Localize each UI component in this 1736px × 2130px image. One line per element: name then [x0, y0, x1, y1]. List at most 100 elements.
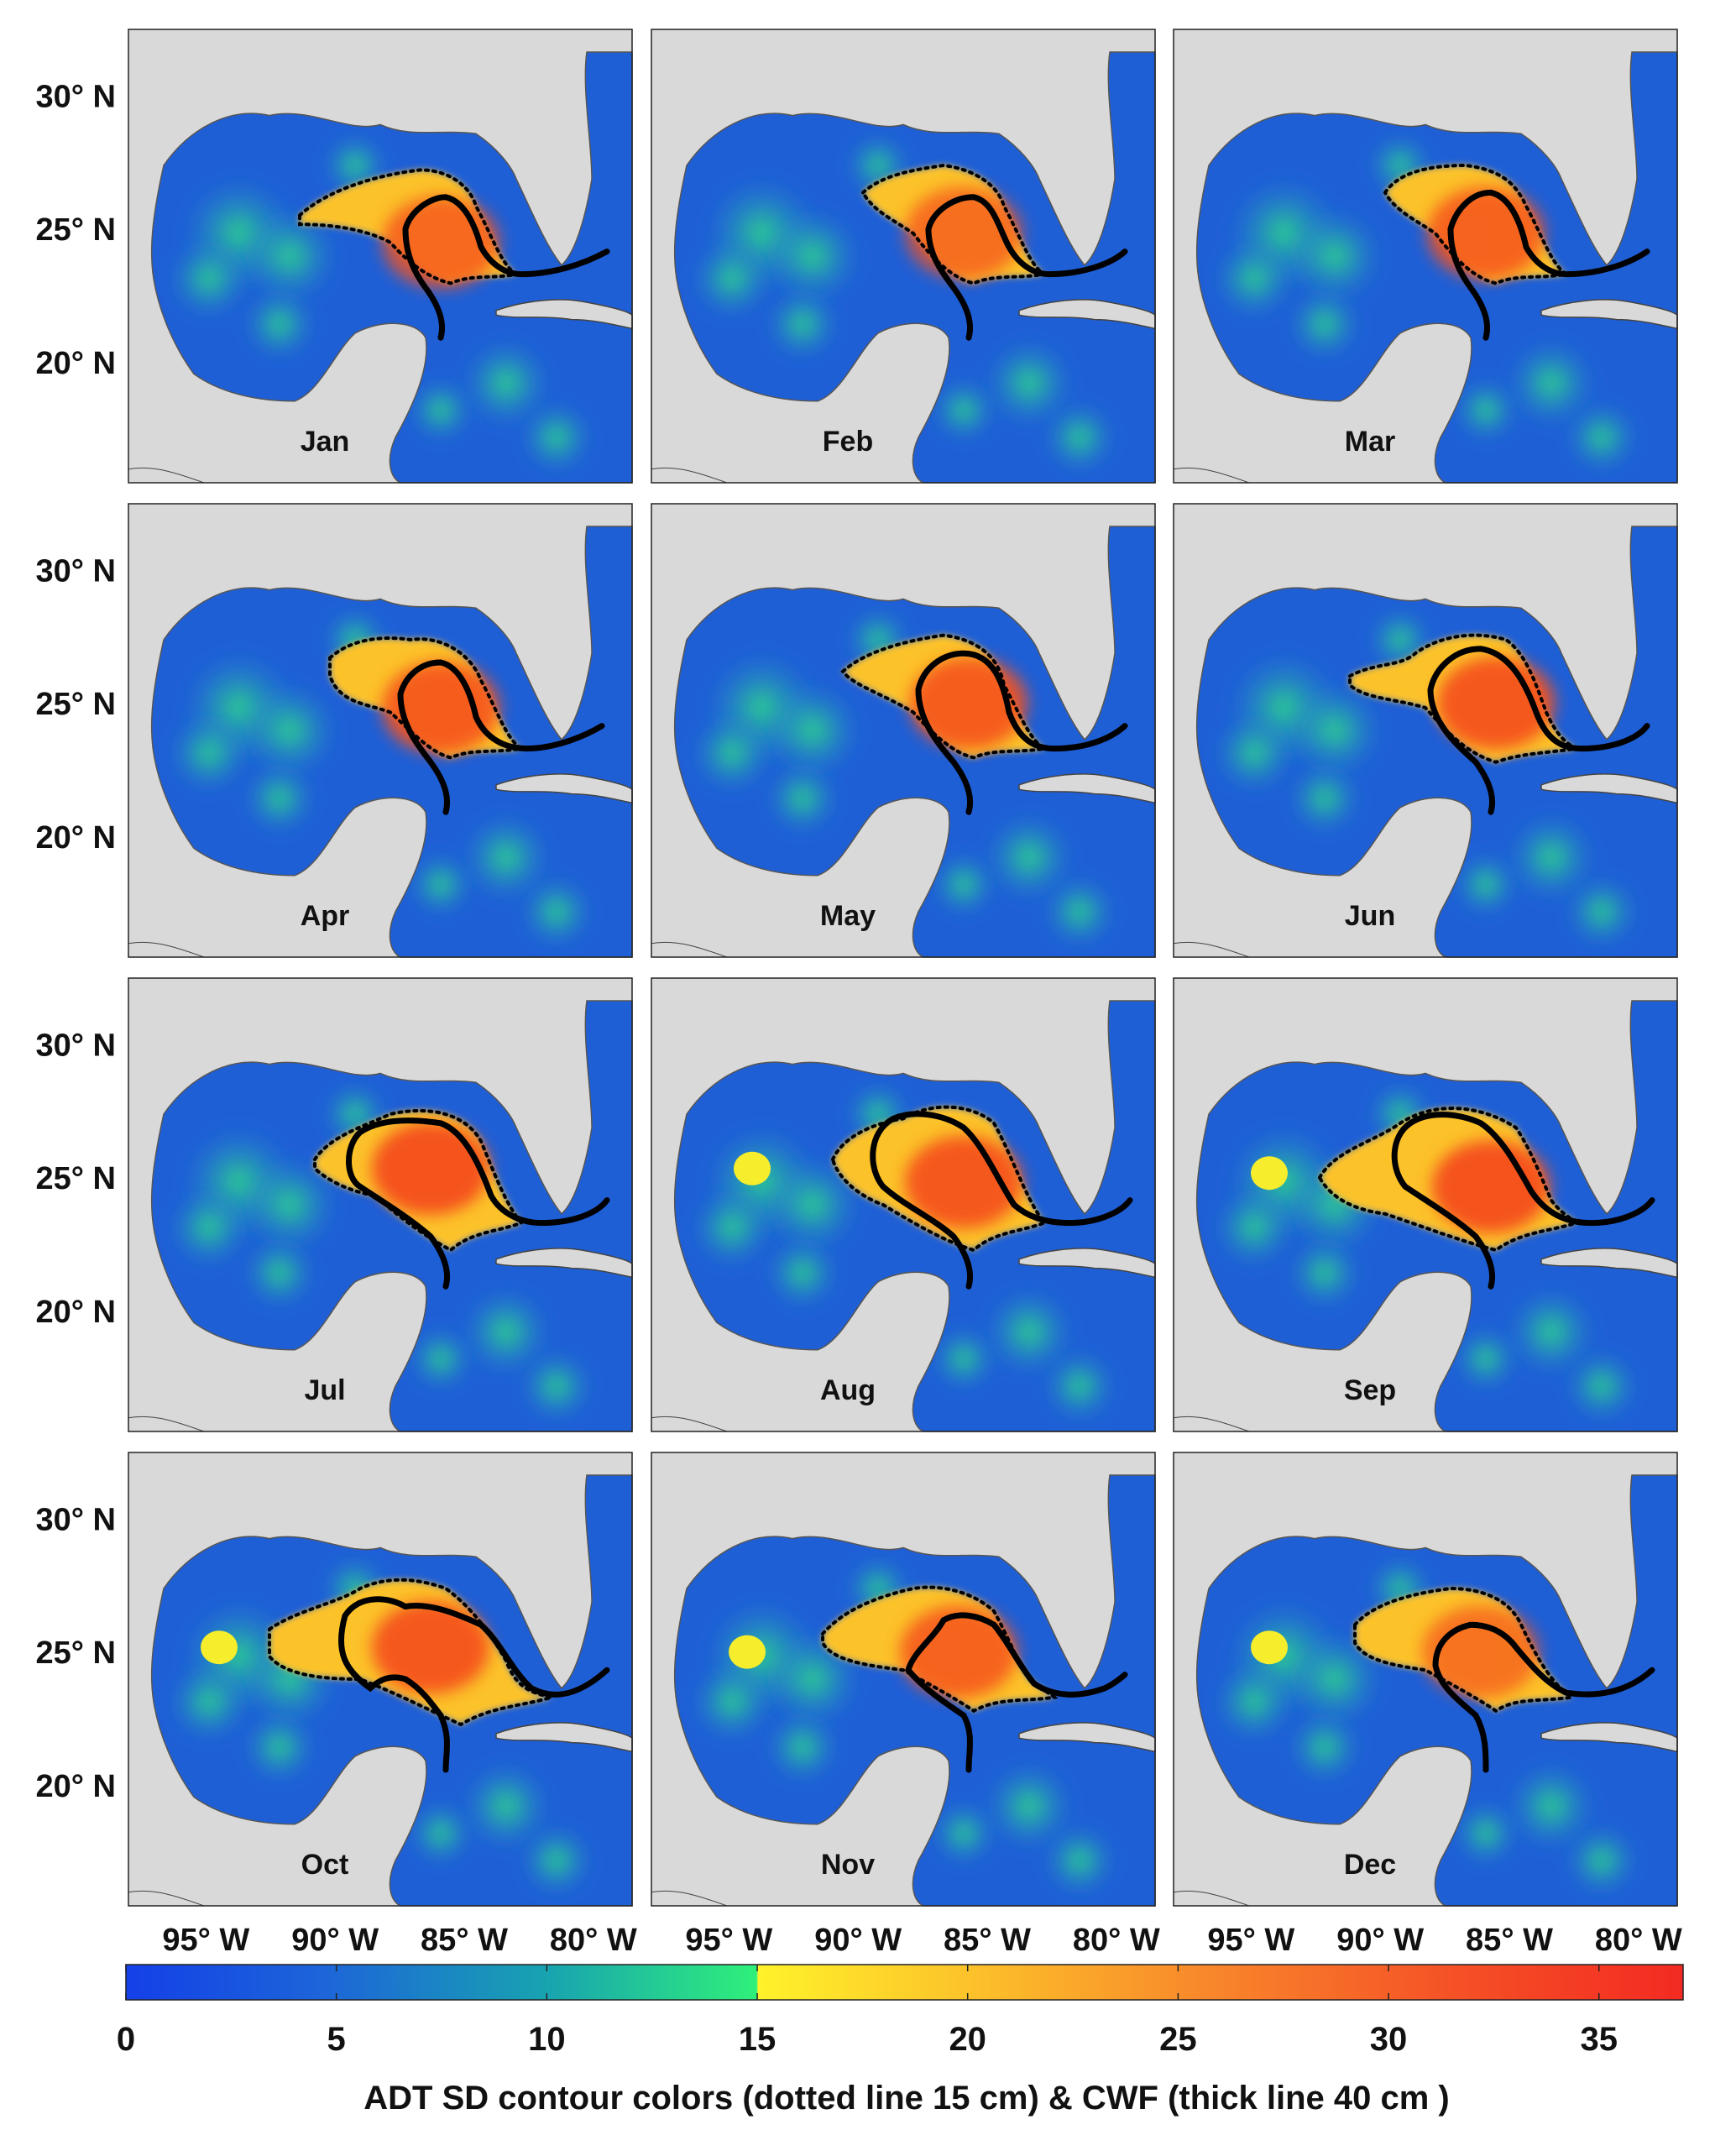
contour-40cm-thick: [1447, 189, 1650, 341]
contour-40cm-thick: [915, 650, 1128, 815]
x-tick-label: 80° W: [1595, 1923, 1682, 1958]
contour-40cm-thick: [925, 194, 1128, 341]
west-hotspot: [201, 1630, 238, 1665]
contour-40cm-thick: [337, 1596, 610, 1773]
month-label: Aug: [820, 1374, 876, 1406]
month-label: Jul: [304, 1374, 345, 1406]
colorbar-tick-label: 30: [1370, 2021, 1408, 2058]
y-tick-label: 25° N: [36, 1161, 116, 1196]
month-label: Sep: [1344, 1374, 1396, 1406]
west-hotspot: [1251, 1156, 1288, 1191]
y-tick-label: 20° N: [36, 346, 116, 381]
x-axis: 95° W 90° W 85° W 80° W 95° W 90° W 85° W 80° W…: [162, 1923, 1682, 1958]
y-tick-label: 20° N: [36, 1295, 116, 1330]
contour-15cm-dotted: [1348, 633, 1583, 764]
west-hotspot: [729, 1635, 766, 1669]
panel-frame: [651, 1452, 1156, 1907]
colorbar-tick-label: 0: [117, 2021, 135, 2058]
colorbar-gradient: [125, 1964, 1684, 2001]
coastline: [1195, 526, 1678, 958]
x-tick-label: 85° W: [421, 1923, 508, 1958]
y-axis: 30° N 25° N 20° N 30° N 25° N 20° N 30° N 25° N…: [36, 79, 116, 1804]
contour-40cm-thick: [402, 194, 610, 341]
contour-40cm-thick: [905, 1612, 1128, 1773]
panel-frame: [1173, 29, 1678, 484]
coastline: [673, 51, 1156, 484]
y-tick-label: 30° N: [36, 79, 116, 114]
map-panel-nov: Nov: [651, 1452, 1156, 1907]
month-label: Feb: [823, 426, 873, 458]
coastline: [1195, 1000, 1678, 1432]
map-panel-mar: Mar: [1173, 29, 1678, 484]
x-tick-label: 90° W: [814, 1923, 902, 1958]
y-tick-label: 25° N: [36, 212, 116, 248]
west-hotspot: [734, 1151, 771, 1185]
coastline: [673, 1000, 1156, 1432]
panel-frame: [128, 1452, 633, 1907]
y-tick-label: 30° N: [36, 1502, 116, 1537]
coastline: [150, 51, 633, 484]
west-hotspot: [1251, 1630, 1288, 1665]
x-tick-label: 90° W: [1336, 1923, 1424, 1958]
x-tick-label: 80° W: [550, 1923, 637, 1958]
colorbar-tick-label: 10: [528, 2021, 566, 2058]
panel-frame: [1173, 503, 1678, 958]
month-label: Oct: [301, 1849, 349, 1881]
map-panel-apr: Apr: [128, 503, 633, 958]
map-panel-jul: Jul: [128, 977, 633, 1432]
month-label: Dec: [1344, 1849, 1396, 1881]
panel-frame: [651, 503, 1156, 958]
contour-40cm-thick: [346, 1117, 610, 1290]
map-panel-jun: Jun: [1173, 503, 1678, 958]
x-tick-label: 90° W: [291, 1923, 379, 1958]
contour-40cm-thick: [1432, 1621, 1655, 1773]
coastline: [673, 1474, 1156, 1907]
y-tick-label: 25° N: [36, 1635, 116, 1671]
colorbar-tick-label: 25: [1159, 2021, 1197, 2058]
month-label: Mar: [1345, 426, 1395, 458]
colorbar: 0 5 10 15 20 25 30 35: [117, 1964, 1684, 2058]
contour-40cm-thick: [1391, 1112, 1655, 1290]
map-panel-oct: Oct: [128, 1452, 633, 1907]
coastline: [150, 526, 633, 958]
map-panel-dec: Dec: [1173, 1452, 1678, 1907]
x-tick-label: 95° W: [1207, 1923, 1294, 1958]
map-panel-may: May: [651, 503, 1156, 958]
coastline: [1195, 1474, 1678, 1907]
y-tick-label: 30° N: [36, 553, 116, 589]
panel-frame: [651, 29, 1156, 484]
colorbar-tick-label: 15: [739, 2021, 776, 2058]
panel-frame: [651, 977, 1156, 1432]
month-label: Jan: [301, 426, 350, 458]
coastline: [673, 526, 1156, 958]
coastline: [150, 1474, 633, 1907]
map-panel-sep: Sep: [1173, 977, 1678, 1432]
panel-frame: [1173, 1452, 1678, 1907]
contour-40cm-thick: [870, 1111, 1133, 1290]
month-label: Jun: [1345, 900, 1395, 932]
panel-frame: [128, 29, 633, 484]
coastline: [150, 1000, 633, 1432]
x-tick-label: 95° W: [162, 1923, 249, 1958]
panel-frame: [1173, 977, 1678, 1432]
contour-40cm-thick: [1427, 646, 1650, 815]
colorbar-tick-label: 35: [1580, 2021, 1618, 2058]
y-tick-label: 30° N: [36, 1028, 116, 1063]
x-tick-label: 95° W: [685, 1923, 772, 1958]
x-tick-label: 80° W: [1073, 1923, 1160, 1958]
y-tick-label: 25° N: [36, 687, 116, 722]
month-label: Nov: [821, 1849, 875, 1881]
month-label: Apr: [301, 900, 350, 932]
coastline: [1195, 51, 1678, 484]
panel-frame: [128, 977, 633, 1432]
y-tick-label: 20° N: [36, 1769, 116, 1804]
month-label: May: [820, 900, 876, 932]
y-tick-label: 20° N: [36, 820, 116, 856]
x-tick-label: 85° W: [944, 1923, 1031, 1958]
map-panel-feb: Feb: [651, 29, 1156, 484]
contour-15cm-dotted: [821, 1585, 1059, 1714]
x-tick-label: 85° W: [1466, 1923, 1553, 1958]
x-axis-label: ADT SD contour colors (dotted line 15 cm…: [363, 2080, 1449, 2117]
map-panel-aug: Aug: [651, 977, 1156, 1432]
